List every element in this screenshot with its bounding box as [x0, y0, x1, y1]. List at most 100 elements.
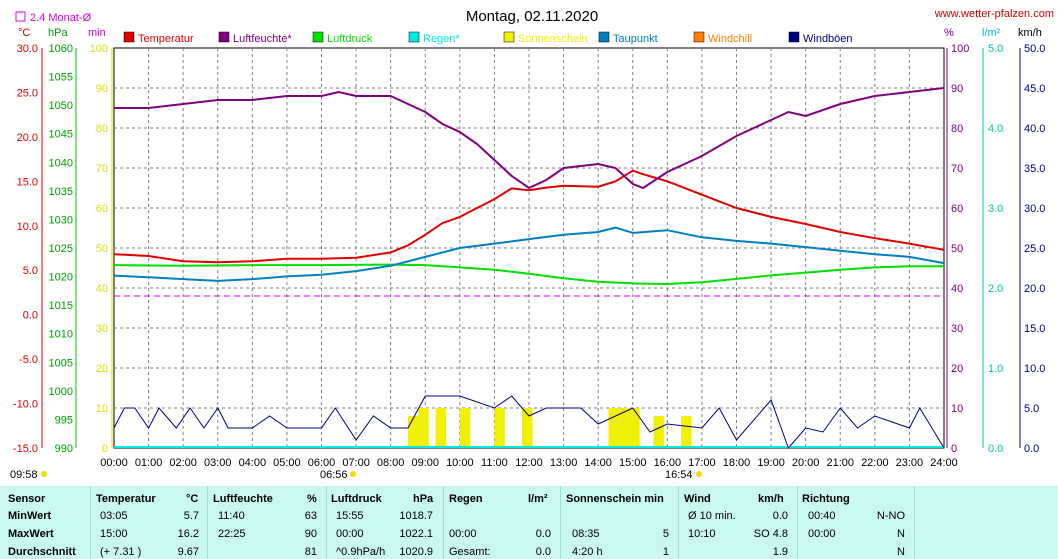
hdr-rain-unit: l/m² — [528, 493, 548, 505]
stat-hum_v: 81 — [304, 546, 317, 558]
pressure-tick-label: 1040 — [49, 157, 73, 169]
temp-tick-label: 10.0 — [17, 221, 38, 233]
first-time-sun-icon — [41, 471, 47, 477]
x-tick-label: 23:00 — [896, 457, 924, 469]
x-tick-label: 00:00 — [100, 457, 128, 469]
legend-swatch — [788, 31, 800, 43]
humidity-tick-label: 90 — [951, 83, 963, 95]
minutes-tick-label: 20 — [96, 363, 108, 375]
temp-tick-label: 0.0 — [23, 310, 38, 322]
sunshine-bar — [459, 408, 471, 448]
monat-legend-box — [15, 11, 26, 22]
pressure-tick-label: 1010 — [49, 329, 73, 341]
x-tick-label: 16:00 — [654, 457, 682, 469]
stat-label: MinWert — [8, 510, 52, 522]
humidity-tick-label: 10 — [951, 403, 963, 415]
hdr-sun: Sonnenschein min — [566, 493, 664, 505]
temp-tick-label: 5.0 — [23, 265, 38, 277]
sunshine-bar — [608, 408, 619, 448]
legend: Temperatur Luftfeuchte* Luftdruck Regen* Son… — [123, 31, 853, 45]
axes: 00:00 01:00 02:00 03:00 04:00 05:00 06:00 07:00… — [13, 43, 1046, 469]
stat-rain_v: 0.0 — [535, 528, 551, 540]
minutes-tick-label: 90 — [96, 83, 108, 95]
x-tick-label: 19:00 — [757, 457, 785, 469]
pressure-tick-label: 1045 — [49, 129, 73, 141]
stat-dir_v: N-NO — [876, 510, 905, 522]
hdr-temp: Temperatur — [96, 493, 156, 505]
stat-temp_t: 15:00 — [100, 528, 128, 540]
hdr-temp-unit: °C — [186, 493, 199, 505]
humidity-tick-label: 70 — [951, 163, 963, 175]
unit-pct: % — [944, 27, 954, 39]
x-tick-label: 11:00 — [481, 457, 508, 469]
temp-tick-label: 25.0 — [17, 87, 38, 99]
sunrise-sun-icon — [350, 471, 356, 477]
legend-label: Windchill — [708, 33, 752, 45]
stat-sun_v: 5 — [662, 528, 669, 540]
unit-press: hPa — [48, 27, 68, 39]
stat-label: Durchschnitt — [8, 546, 76, 558]
stat-temp_v: 9.67 — [177, 546, 199, 558]
x-tick-label: 04:00 — [239, 457, 267, 469]
rain-tick-label: 0.0 — [988, 443, 1003, 455]
stat-hum_v: 63 — [304, 510, 317, 522]
minutes-tick-label: 60 — [96, 203, 108, 215]
pressure-tick-label: 995 — [55, 414, 73, 426]
wind-tick-label: 15.0 — [1024, 323, 1045, 335]
pressure-tick-label: 1050 — [49, 100, 73, 112]
legend-swatch — [218, 31, 230, 43]
series-temperatur — [113, 169, 945, 264]
legend-swatch — [123, 31, 135, 43]
unit-rain: l/m² — [982, 27, 1001, 39]
x-tick-label: 03:00 — [204, 457, 232, 469]
legend-swatch — [408, 31, 420, 43]
stat-press_t: 15:55 — [336, 510, 364, 522]
minutes-tick-label: 40 — [96, 283, 108, 295]
unit-min: min — [88, 27, 106, 39]
col-divider — [678, 486, 679, 559]
series-luftdruck — [113, 263, 944, 286]
sunset-time: 16:54 — [665, 469, 693, 481]
stat-press_v: 1018.7 — [399, 510, 433, 522]
col-divider — [207, 486, 208, 559]
stat-temp_v: 16.2 — [177, 528, 199, 540]
sunrise-time: 06:56 — [320, 469, 348, 481]
hdr-dir: Richtung — [802, 493, 850, 505]
pressure-tick-label: 1025 — [49, 243, 73, 255]
wind-tick-label: 35.0 — [1024, 163, 1045, 175]
humidity-tick-label: 20 — [951, 363, 963, 375]
stat-label: MaxWert — [8, 528, 54, 540]
stat-press_t: ^0.9hPa/h — [336, 546, 386, 558]
temp-tick-label: 15.0 — [17, 176, 38, 188]
pressure-tick-label: 1020 — [49, 272, 73, 284]
rain-tick-label: 5.0 — [988, 43, 1003, 55]
wind-tick-label: 50.0 — [1024, 43, 1045, 55]
legend-swatch — [693, 31, 705, 43]
legend-swatch — [312, 31, 324, 43]
x-tick-label: 17:00 — [688, 457, 716, 469]
stat-wind_v: 1.9 — [772, 546, 788, 558]
hdr-wind: Wind — [684, 493, 711, 505]
col-divider — [797, 486, 798, 559]
x-tick-label: 06:00 — [308, 457, 336, 469]
hdr-sensor: Sensor — [8, 493, 46, 505]
unit-temp: °C — [18, 27, 30, 39]
sunshine-bar — [618, 408, 630, 448]
stat-press_v: 1022.1 — [399, 528, 433, 540]
stat-sun_t: 08:35 — [572, 528, 600, 540]
sunshine-bar — [418, 408, 429, 448]
x-tick-label: 07:00 — [342, 457, 370, 469]
pressure-tick-label: 1060 — [49, 43, 73, 55]
x-tick-label: 12:00 — [515, 457, 543, 469]
wind-tick-label: 25.0 — [1024, 243, 1045, 255]
x-tick-label: 13:00 — [550, 457, 578, 469]
stat-dir_v: N — [897, 528, 905, 540]
pressure-tick-label: 990 — [55, 443, 73, 455]
x-tick-label: 08:00 — [377, 457, 405, 469]
weather-chart: 00:00 01:00 02:00 03:00 04:00 05:00 06:00 07:00… — [10, 8, 1054, 481]
stat-temp_v: 5.7 — [183, 510, 199, 522]
minutes-tick-label: 70 — [96, 163, 108, 175]
rain-tick-label: 3.0 — [988, 203, 1003, 215]
stat-hum_t: 11:40 — [218, 510, 245, 522]
pressure-tick-label: 1055 — [49, 72, 73, 84]
